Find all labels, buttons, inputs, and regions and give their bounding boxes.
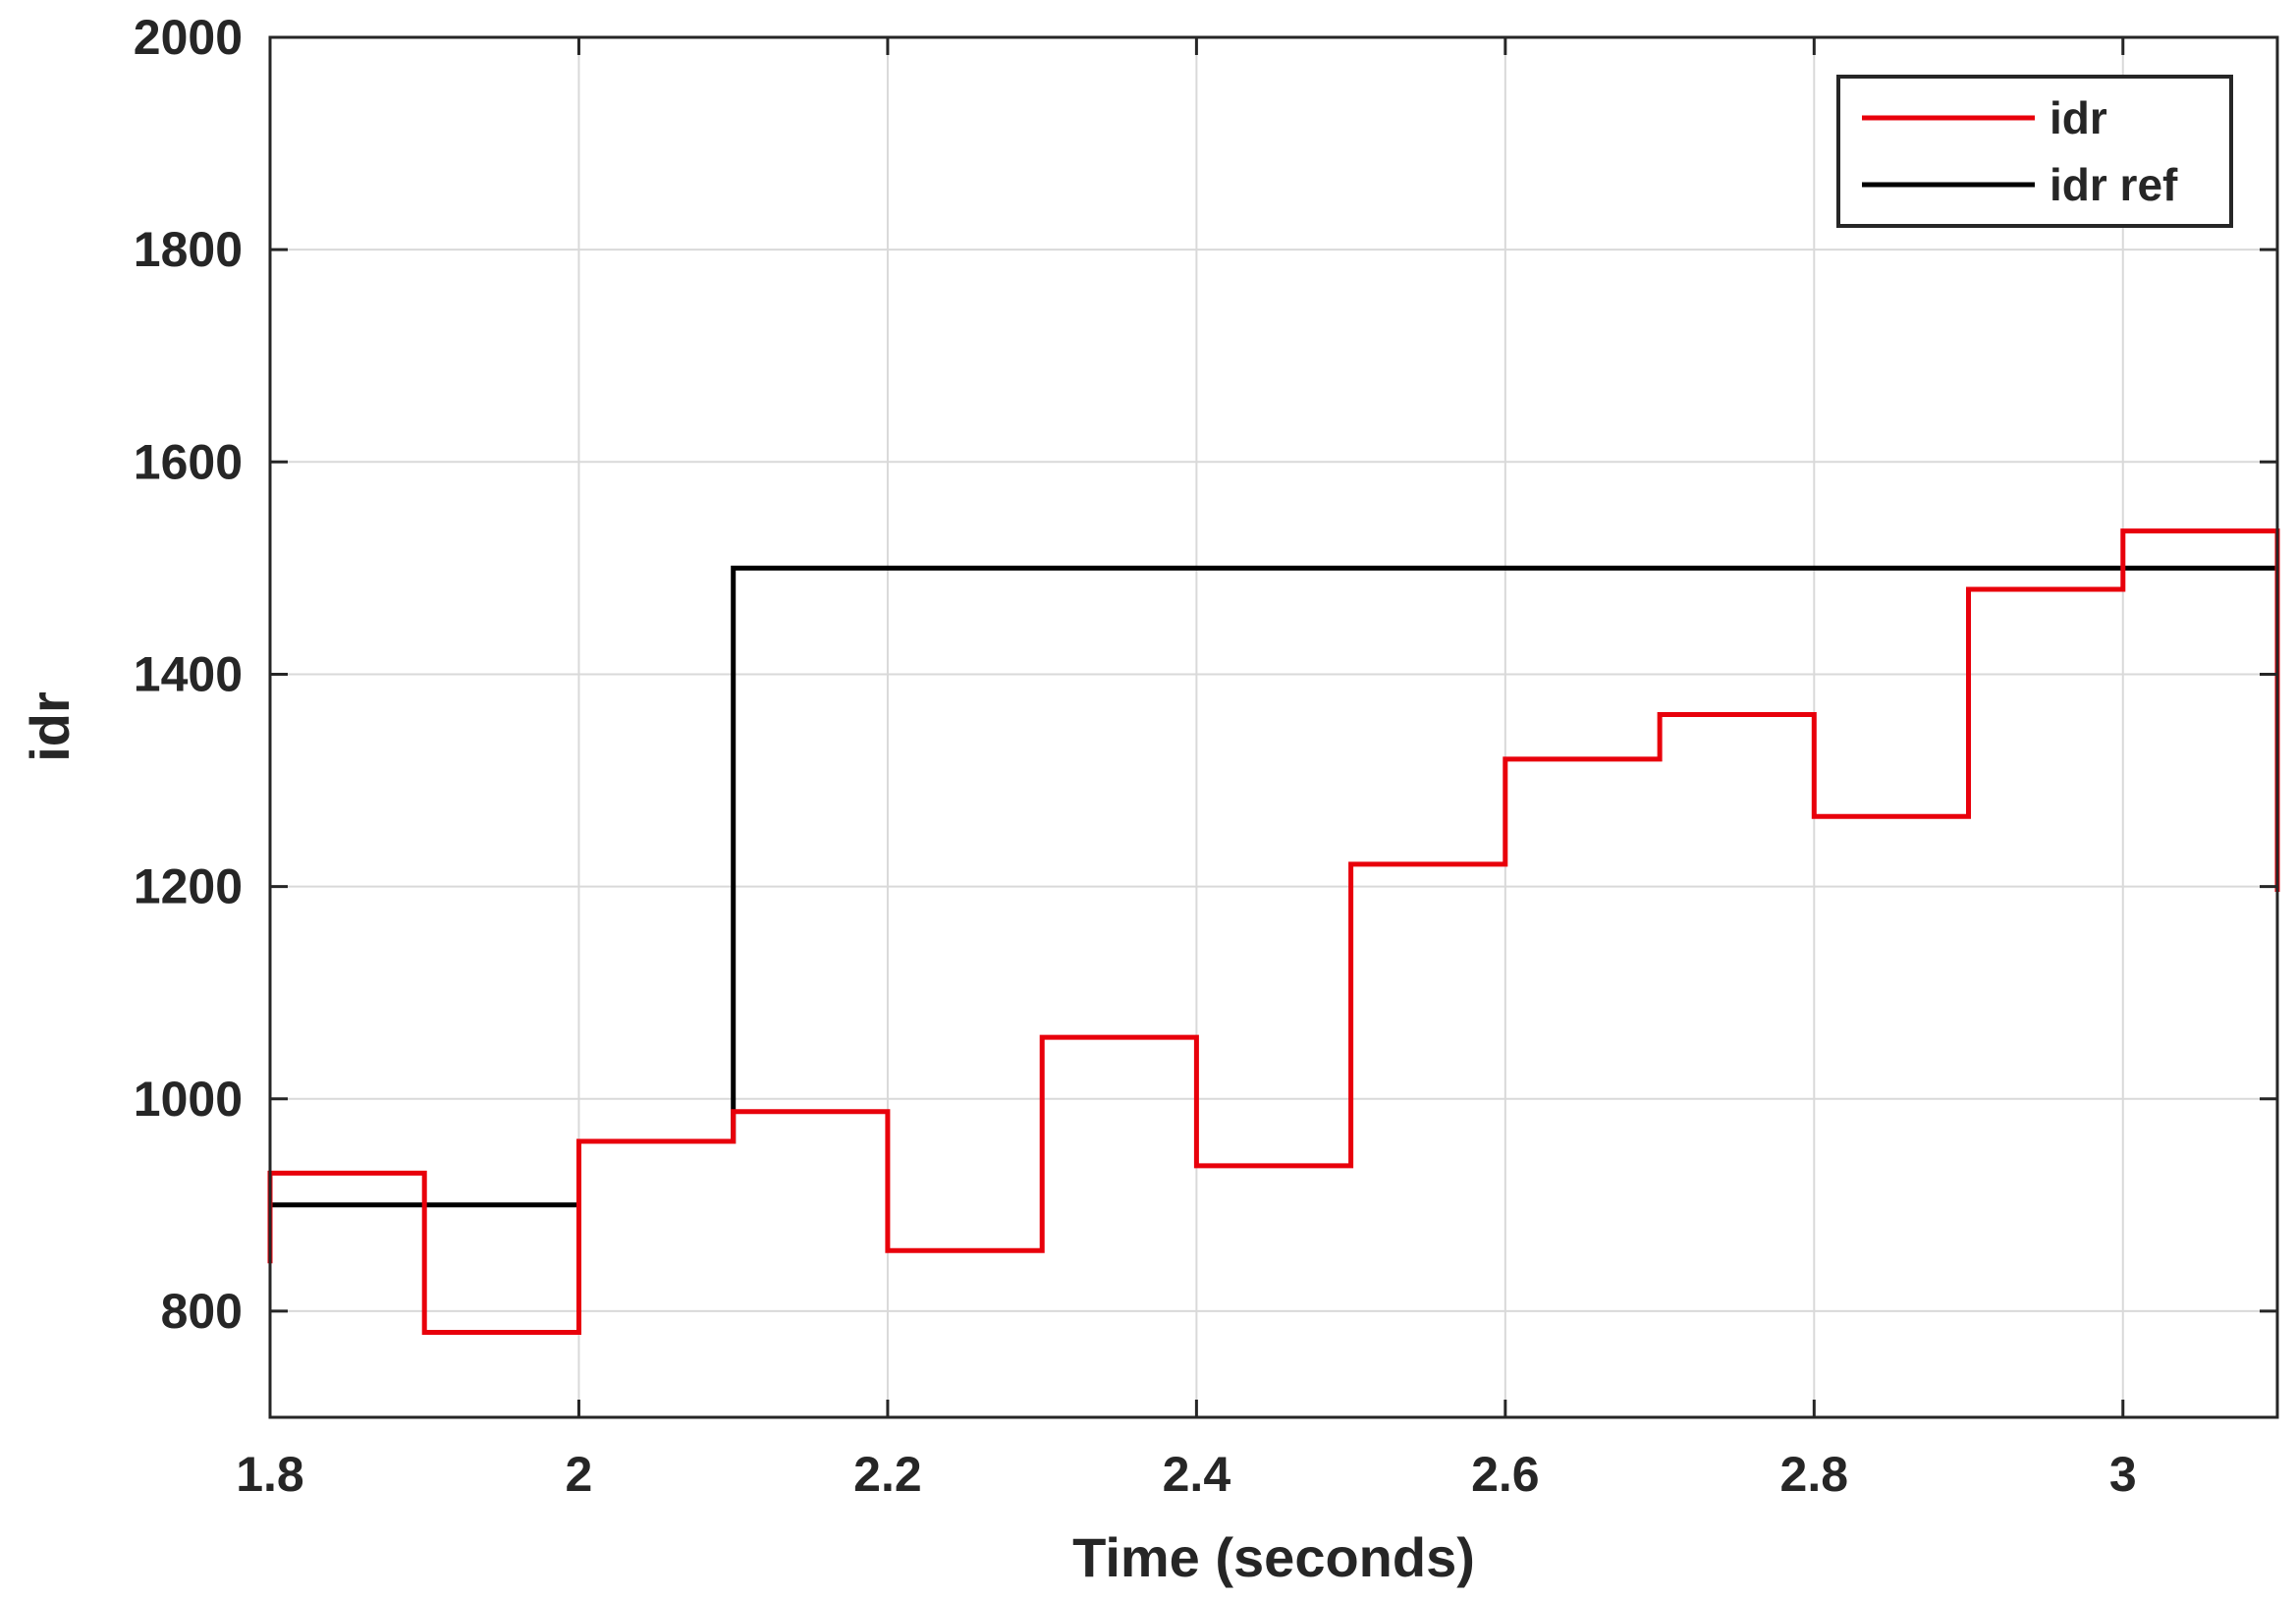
y-tick-label: 1800	[134, 222, 243, 277]
series-layer	[267, 528, 2280, 1335]
y-tick-label: 1200	[134, 859, 243, 914]
x-tick-label: 2.8	[1780, 1447, 1849, 1502]
legend-box	[1836, 75, 2233, 228]
x-tick-label: 2.4	[1163, 1447, 1231, 1502]
x-tick-label: 2	[566, 1447, 593, 1502]
x-tick-label: 2.6	[1471, 1447, 1540, 1502]
x-tick-label: 3	[2109, 1447, 2137, 1502]
y-tick-labels: 800 1000 1200 1400 1600 1800 2000	[134, 10, 243, 1339]
y-axis-label: idr	[19, 691, 81, 762]
y-tick-label: 2000	[134, 10, 243, 65]
legend-label: idr ref	[2050, 159, 2178, 210]
x-tick-label: 1.8	[236, 1447, 304, 1502]
x-tick-label: 2.2	[853, 1447, 922, 1502]
plot-area	[270, 37, 2277, 1417]
plot-frame	[268, 35, 2279, 1419]
y-tick-label: 1600	[134, 434, 243, 489]
x-tick-labels: 1.8 2 2.2 2.4 2.6 2.8 3	[236, 1447, 2136, 1502]
legend: idr idr ref	[1836, 75, 2233, 228]
x-axis-label: Time (seconds)	[1072, 1526, 1475, 1588]
y-tick-label: 1400	[134, 646, 243, 701]
series-line-idr	[267, 528, 2280, 1335]
ticks	[268, 35, 2277, 1417]
legend-label: idr	[2050, 92, 2107, 143]
y-tick-label: 800	[161, 1284, 243, 1339]
y-tick-label: 1000	[134, 1072, 243, 1127]
